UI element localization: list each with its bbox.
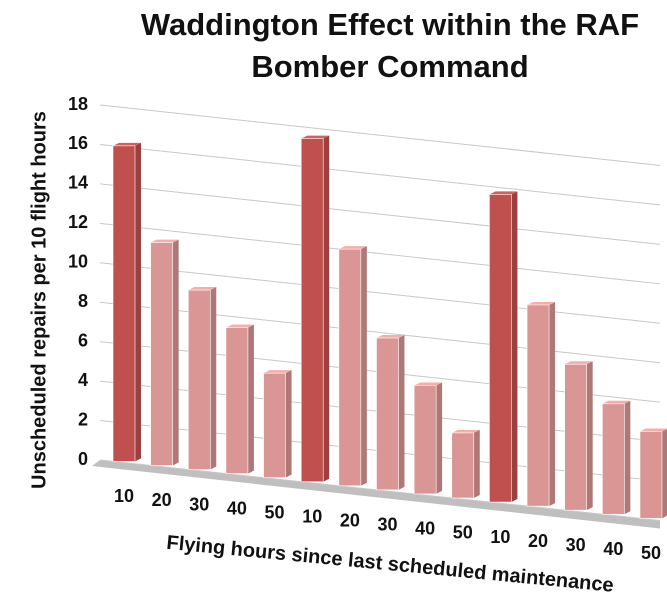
x-tick-label: 20 — [152, 490, 172, 510]
bar-side — [285, 370, 292, 478]
bar — [225, 327, 249, 474]
bar-top — [639, 428, 667, 432]
y-tick-label: 8 — [78, 291, 88, 311]
y-tick-label: 12 — [68, 212, 88, 232]
bar — [376, 337, 399, 491]
x-tick-label: 30 — [566, 535, 586, 555]
bar — [564, 363, 587, 511]
y-tick-label: 4 — [78, 370, 88, 390]
grid-line — [99, 262, 661, 324]
x-tick-label: 50 — [641, 543, 661, 563]
bar-side — [172, 239, 179, 466]
bar-side — [323, 135, 330, 482]
bar-side — [549, 301, 556, 507]
x-tick-label: 20 — [340, 511, 360, 531]
grid-line — [99, 183, 661, 245]
x-tick-label: 40 — [227, 498, 247, 518]
bar-top — [564, 361, 593, 365]
bar-side — [360, 246, 367, 486]
bar-top — [225, 324, 254, 328]
grid-line — [99, 222, 661, 285]
bar-top — [338, 246, 367, 250]
bar-top — [414, 382, 443, 386]
bar-top — [301, 135, 330, 139]
y-tick-label: 6 — [78, 330, 88, 350]
bar-side — [586, 361, 593, 511]
x-tick-label: 40 — [603, 539, 623, 559]
bar-top — [150, 239, 179, 243]
y-tick-label: 18 — [68, 94, 88, 114]
bar — [526, 304, 550, 507]
y-tick-label: 14 — [68, 173, 88, 193]
bar — [300, 138, 324, 483]
bar-side — [210, 287, 217, 470]
x-tick-label: 50 — [453, 523, 473, 543]
bar-top — [602, 400, 631, 404]
bar-side — [436, 382, 443, 494]
bar-top — [113, 142, 141, 146]
bar — [602, 403, 625, 515]
bar-top — [527, 301, 556, 305]
x-tick-label: 30 — [377, 515, 397, 535]
bar — [112, 145, 136, 462]
y-tick-label: 2 — [78, 409, 88, 429]
bar — [187, 289, 211, 470]
bar — [451, 432, 475, 499]
x-tick-label: 50 — [265, 502, 285, 522]
y-tick-label: 16 — [68, 133, 88, 153]
x-tick-label: 10 — [490, 527, 510, 547]
bar — [263, 372, 286, 478]
bar — [150, 242, 173, 466]
bar-top — [489, 191, 518, 195]
y-axis-title: Unscheduled repairs per 10 flight hours — [28, 111, 50, 489]
bar-top — [188, 287, 217, 291]
bar-top — [263, 370, 292, 374]
bar-top — [451, 429, 480, 433]
bar — [639, 431, 663, 519]
bar-side — [661, 429, 667, 519]
x-tick-label: 10 — [114, 486, 134, 506]
grid-line — [99, 143, 661, 206]
bar-side — [511, 191, 518, 503]
bar-side — [624, 400, 631, 515]
bar-side — [398, 334, 405, 490]
bar — [338, 248, 362, 487]
bar-side — [135, 142, 141, 462]
x-tick-label: 10 — [302, 506, 322, 526]
bar-side — [247, 324, 254, 474]
bar-side — [473, 429, 480, 498]
chart-title: Waddington Effect within the RAF Bomber … — [140, 7, 640, 84]
x-tick-label: 20 — [528, 531, 548, 551]
y-tick-label: 10 — [68, 252, 88, 272]
bar — [489, 194, 512, 503]
bar-top — [376, 334, 405, 338]
x-tick-label: 40 — [415, 519, 435, 539]
grid-line — [99, 104, 661, 166]
bar — [413, 385, 437, 495]
x-tick-label: 30 — [189, 494, 209, 514]
floor — [92, 460, 660, 529]
y-tick-label: 0 — [78, 449, 88, 469]
